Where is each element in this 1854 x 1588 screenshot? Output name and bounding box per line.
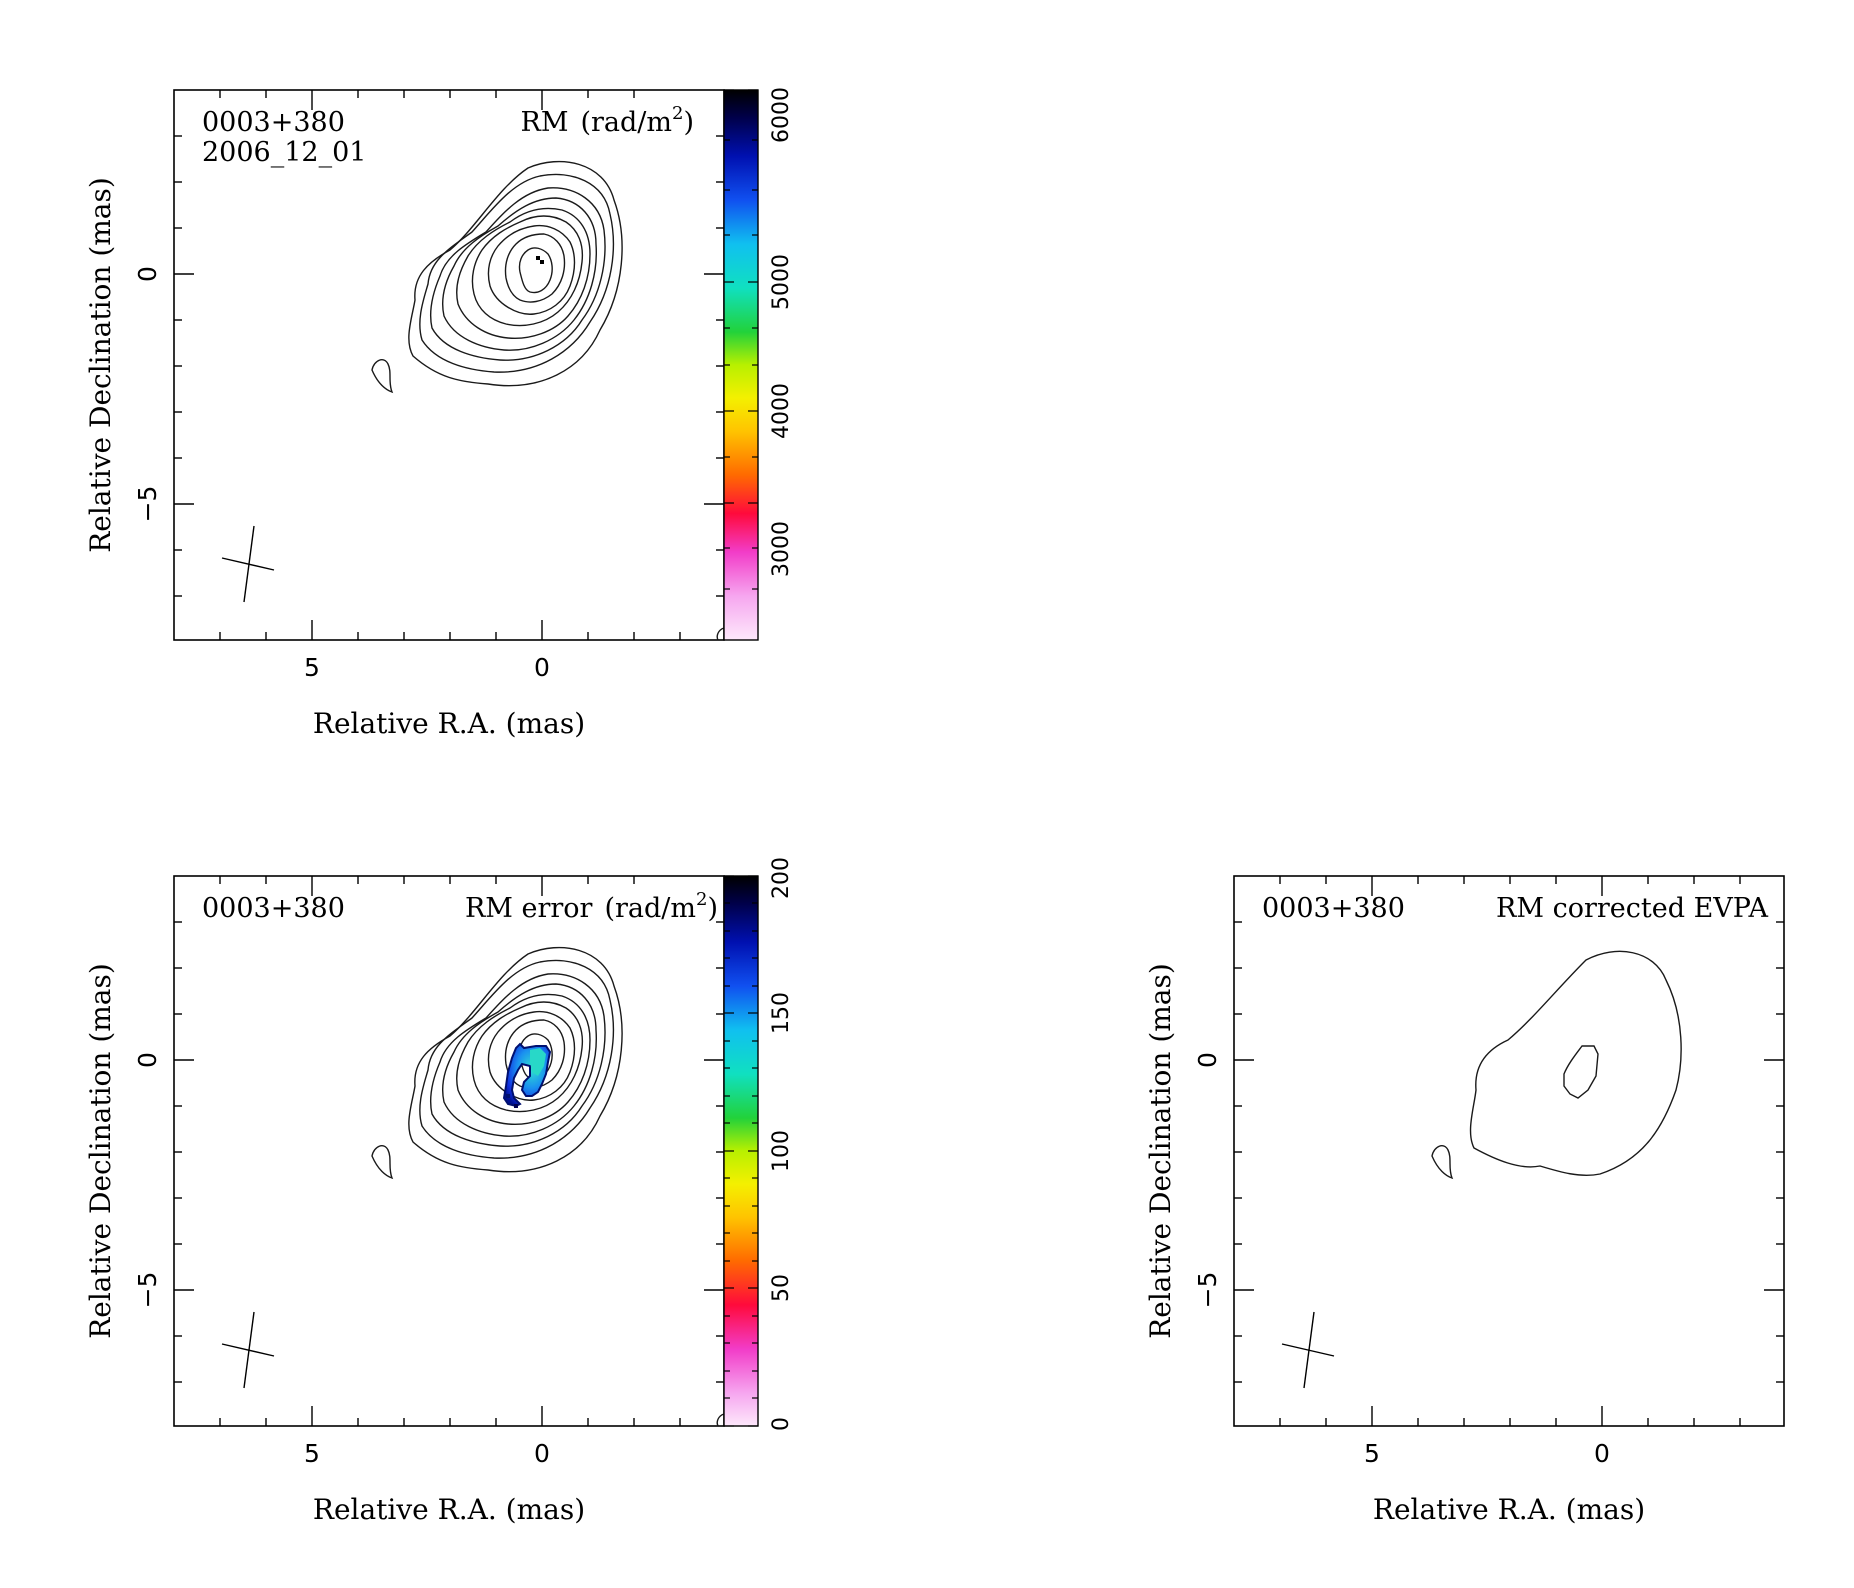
panel-rm-error-frame — [173, 875, 725, 1427]
panel-rm-cbar-tick-5000: 5000 — [769, 254, 794, 310]
beam-cross-evpa — [1281, 1311, 1335, 1389]
contour-level-5 — [456, 207, 591, 339]
rm-error-region — [502, 1042, 552, 1108]
panel-rm-error-unit-close: ) — [707, 893, 718, 924]
rm-error-pixel-1 — [506, 1094, 510, 1098]
contour-level-8 — [504, 1019, 566, 1089]
panel-rm-quantity: RM — [520, 107, 568, 138]
panel-rm-quantity-label: RM (rad/m2) — [520, 103, 694, 138]
colorbar-rm-ticks — [724, 89, 758, 590]
panel-rm-unit-exp: 2 — [672, 103, 683, 124]
panel-rm-ytick-minus5: −5 — [133, 486, 162, 523]
panel-rm-unit: (rad/m — [580, 107, 672, 138]
contour-level-3 — [430, 187, 606, 361]
contour-blob-lower-left — [371, 359, 394, 394]
contour-level-5 — [456, 993, 591, 1125]
panel-evpa-frame — [1233, 875, 1785, 1427]
panel-evpa-contours — [1431, 950, 1682, 1180]
contour-level-8 — [504, 233, 566, 303]
beam-cross-rm — [221, 525, 275, 603]
contour-level-1 — [408, 946, 623, 1173]
contour-edge-arc — [716, 627, 725, 641]
contour-level-2 — [419, 173, 615, 373]
contour-level-7 — [487, 224, 576, 315]
panel-evpa-ytick-minus5: −5 — [1193, 1272, 1222, 1309]
panel-rm-ytick-0: 0 — [133, 266, 162, 282]
panel-evpa: 0003+380 RM corrected EVPA 5 0 0 −5 Rela… — [1144, 875, 1785, 1526]
contour-blob-lower-left — [1431, 1145, 1454, 1180]
rm-error-pixel-2 — [514, 1104, 518, 1108]
panel-rm-epoch: 2006_12_01 — [202, 137, 366, 168]
panel-rm-error-xtick-5: 5 — [304, 1439, 320, 1468]
beam-cross-rm-error — [221, 1311, 275, 1389]
contour-level-2 — [419, 959, 615, 1159]
panel-rm-error-cbar-tick-100: 100 — [769, 1130, 794, 1172]
panel-evpa-ytick-0: 0 — [1193, 1052, 1222, 1068]
panel-rm-x-ticks-marks — [219, 90, 681, 640]
panel-rm-xtick-5: 5 — [304, 653, 320, 682]
panel-evpa-ylabel: Relative Declination (mas) — [1144, 963, 1177, 1339]
panel-rm-error-quantity-label: RM error (rad/m2) — [465, 889, 718, 924]
rm-error-core — [530, 1048, 546, 1076]
contour-level-6 — [471, 1001, 584, 1113]
panel-rm-error-xtick-0: 0 — [534, 1439, 550, 1468]
contour-inner — [1563, 1045, 1599, 1099]
panel-rm-error-unit: (rad/m — [604, 893, 696, 924]
panel-rm-ylabel: Relative Declination (mas) — [84, 177, 117, 553]
panel-rm-error-ytick-minus5: −5 — [133, 1272, 162, 1309]
contour-level-7 — [487, 1010, 576, 1101]
panel-evpa-xtick-0: 0 — [1594, 1439, 1610, 1468]
panel-rm-error-cbar-tick-200: 200 — [769, 857, 794, 899]
contour-level-4 — [442, 197, 598, 351]
contour-outer — [1469, 950, 1682, 1176]
panel-rm-error-contours — [371, 946, 725, 1427]
panel-rm-xtick-0: 0 — [534, 653, 550, 682]
panel-evpa-y-ticks-marks — [1234, 921, 1784, 1383]
panel-rm-error: 0003+380 RM error (rad/m2) 5 0 0 −5 Relat… — [84, 857, 794, 1526]
panel-rm-xlabel: Relative R.A. (mas) — [313, 707, 585, 740]
panel-rm-error-ytick-0: 0 — [133, 1052, 162, 1068]
contour-level-3 — [430, 973, 606, 1147]
contour-level-9 — [518, 247, 553, 294]
contour-level-1 — [408, 160, 623, 387]
panel-rm-error-cbar-tick-50: 50 — [769, 1274, 794, 1302]
contour-blob-lower-left — [371, 1145, 394, 1180]
panel-rm-error-cbar-tick-150: 150 — [769, 992, 794, 1034]
contour-level-6 — [471, 215, 584, 327]
panel-rm-frame — [173, 89, 725, 641]
panel-rm-cbar-tick-3000: 3000 — [769, 521, 794, 577]
panel-evpa-quantity: RM corrected EVPA — [1496, 893, 1768, 924]
panel-rm-error-cbar-tick-0: 0 — [769, 1417, 794, 1431]
panel-rm-error-unit-exp: 2 — [696, 889, 707, 910]
panel-rm-error-x-ticks-marks — [219, 876, 681, 1426]
panel-rm-error-source: 0003+380 — [202, 893, 345, 924]
contour-level-4 — [442, 983, 598, 1137]
panel-evpa-x-ticks-marks — [1279, 876, 1741, 1426]
panel-rm: 0003+380 2006_12_01 RM (rad/m2) 5 0 0 −5 … — [84, 87, 794, 740]
rm-pixel-2 — [540, 260, 544, 264]
panel-evpa-xtick-5: 5 — [1364, 1439, 1380, 1468]
panel-rm-error-y-ticks-marks — [174, 921, 724, 1383]
panel-rm-source: 0003+380 — [202, 107, 345, 138]
panel-rm-cbar-tick-4000: 4000 — [769, 383, 794, 439]
panel-rm-error-xlabel: Relative R.A. (mas) — [313, 1493, 585, 1526]
rm-pixel-1 — [536, 256, 540, 260]
panel-rm-unit-close: ) — [683, 107, 694, 138]
panel-evpa-xlabel: Relative R.A. (mas) — [1373, 1493, 1645, 1526]
panel-rm-cbar-tick-6000: 6000 — [769, 87, 794, 143]
panel-rm-contours — [371, 160, 725, 641]
panel-evpa-source: 0003+380 — [1262, 893, 1405, 924]
panel-rm-error-quantity: RM error — [465, 893, 593, 924]
contour-edge-arc — [716, 1413, 725, 1427]
panel-rm-y-ticks-marks — [174, 135, 724, 597]
panel-rm-error-ylabel: Relative Declination (mas) — [84, 963, 117, 1339]
colorbar-rm-error-ticks — [724, 875, 758, 1427]
